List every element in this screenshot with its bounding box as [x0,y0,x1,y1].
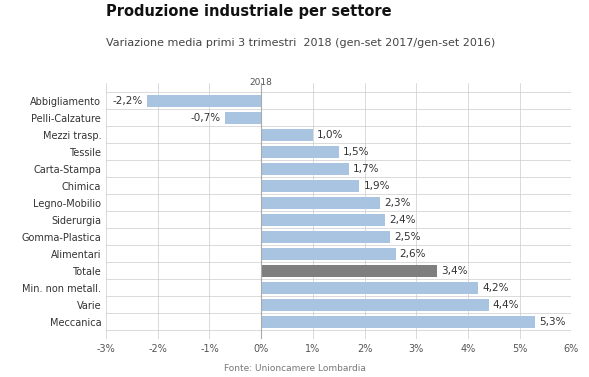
Bar [147,95,261,106]
Bar [261,248,396,260]
Text: -2,2%: -2,2% [113,95,143,106]
Text: -0,7%: -0,7% [191,113,221,123]
Text: 2,5%: 2,5% [395,231,421,242]
Bar [261,162,349,175]
Bar [261,129,313,141]
Text: Variazione media primi 3 trimestri  2018 (gen-set 2017/gen-set 2016): Variazione media primi 3 trimestri 2018 … [106,38,495,48]
Bar [261,180,359,192]
Bar [261,282,478,294]
Text: 2,3%: 2,3% [384,198,411,208]
Bar [261,146,339,158]
Bar [261,214,385,225]
Bar [225,112,261,124]
Text: 2,4%: 2,4% [389,215,416,225]
Text: 5,3%: 5,3% [540,317,566,327]
Text: 2018: 2018 [250,78,273,87]
Text: Produzione industriale per settore: Produzione industriale per settore [106,4,392,19]
Text: 1,7%: 1,7% [353,164,380,173]
Bar [261,265,437,277]
Text: 4,2%: 4,2% [482,283,509,293]
Bar [261,316,535,328]
Text: Fonte: Unioncamere Lombardia: Fonte: Unioncamere Lombardia [224,364,365,373]
Bar [261,231,391,242]
Bar [261,197,380,208]
Text: 1,5%: 1,5% [343,147,369,156]
Text: 4,4%: 4,4% [493,300,519,310]
Text: 1,9%: 1,9% [363,181,390,191]
Text: 3,4%: 3,4% [441,266,468,276]
Text: 2,6%: 2,6% [400,249,426,259]
Bar [261,299,489,311]
Text: 1,0%: 1,0% [317,130,343,139]
